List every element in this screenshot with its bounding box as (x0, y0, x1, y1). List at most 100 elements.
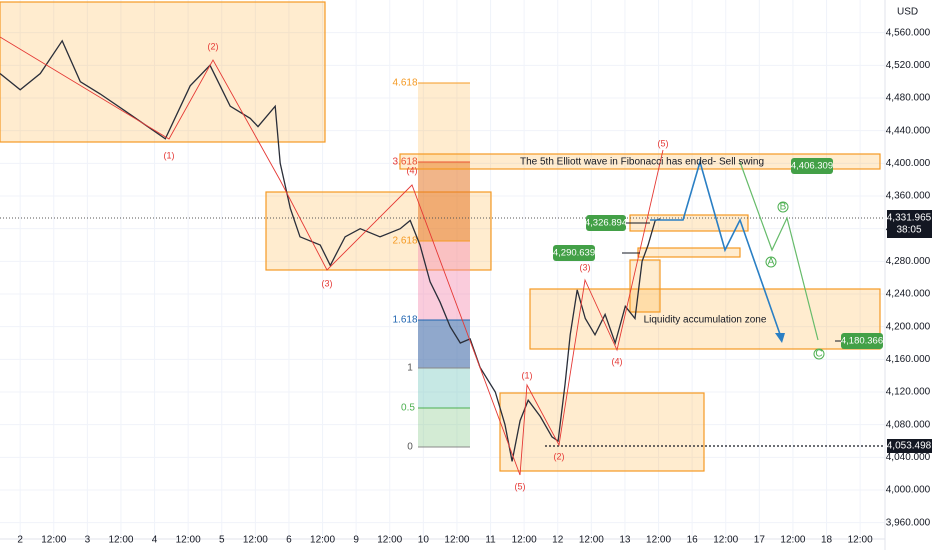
wave-label: C (815, 349, 822, 360)
x-tick-label: 11 (485, 535, 496, 546)
price-tag-label: 4,180.366 (841, 336, 883, 347)
wave-circle (777, 201, 789, 213)
y-tick-label: 4,160.000 (886, 354, 931, 365)
x-tick-label: 4 (152, 535, 158, 546)
price-tag-label: 4,290.639 (553, 248, 595, 259)
currency: USD (897, 7, 918, 18)
x-tick-label: 12:00 (646, 535, 671, 546)
y-tick-label: 4,080.000 (886, 419, 931, 430)
x-tick-label: 5 (219, 535, 225, 546)
wave-label: (3) (580, 262, 591, 272)
price-tag (791, 158, 833, 174)
x-tick-label: 6 (286, 535, 292, 546)
y-tick-label: 4,480.000 (886, 93, 931, 104)
y-tick-label: 3,960.000 (886, 517, 931, 528)
x-tick-label: 12:00 (310, 535, 335, 546)
fib-zone (418, 241, 470, 320)
price-line (0, 39, 661, 462)
y-tick-label: 4,120.000 (886, 387, 931, 398)
annotation: The 5th Elliott wave in Fibonacci has en… (520, 157, 764, 168)
fib-zone (418, 368, 470, 408)
wave-label: B (780, 202, 787, 213)
zone (529, 288, 881, 350)
x-tick-label: 12 (552, 535, 564, 546)
fib-label: 0 (407, 442, 413, 453)
x-tick-label: 16 (687, 535, 699, 546)
x-tick-label: 12:00 (108, 535, 133, 546)
wave-label: (3) (322, 278, 333, 288)
y-tick-label: 4,440.000 (886, 125, 931, 136)
fib-zone (418, 320, 470, 368)
x-tick-label: 12:00 (713, 535, 738, 546)
x-tick-label: 12:00 (512, 535, 537, 546)
y-tick-label: 4,400.000 (886, 158, 931, 169)
wave-label: (5) (658, 138, 669, 148)
x-tick-label: 12:00 (377, 535, 402, 546)
y-tick-label: 4,240.000 (886, 289, 931, 300)
fib-zone (418, 408, 470, 447)
x-tick-label: 12:00 (579, 535, 604, 546)
wave-label: (2) (554, 451, 565, 461)
x-tick-label: 12:00 (848, 535, 873, 546)
x-tick-label: 10 (418, 535, 430, 546)
y-tick-label: 4,200.000 (886, 321, 931, 332)
level-label: 4,053.498 (887, 441, 932, 452)
wave-circle (813, 348, 825, 360)
wave-label: (4) (407, 165, 418, 175)
price-layer (0, 39, 661, 462)
y-tick-label: 4,520.000 (886, 60, 931, 71)
wave-label: (1) (164, 150, 175, 160)
y-tick-label: 4,280.000 (886, 256, 931, 267)
zone (499, 392, 705, 472)
wave-label: A (768, 257, 775, 268)
fib-label: 0.5 (401, 403, 415, 414)
arrow-head (775, 333, 785, 343)
x-tick-label: 18 (821, 535, 833, 546)
y-tick-label: 4,000.000 (886, 485, 931, 496)
current-price: 4,331.965 (887, 213, 932, 224)
wave-label: (2) (208, 41, 219, 51)
fib-label: 4.618 (392, 78, 417, 89)
projection-path (650, 159, 783, 341)
fib-label: 1 (407, 363, 413, 374)
wave-label: (1) (522, 370, 533, 380)
x-tick-label: 3 (85, 535, 91, 546)
countdown: 38:05 (896, 225, 921, 236)
wave-path (0, 36, 664, 476)
x-tick-label: 12:00 (444, 535, 469, 546)
fib-label: 3.618 (392, 157, 417, 168)
x-tick-label: 2 (17, 535, 23, 546)
zone (0, 1, 326, 143)
price-tag (553, 245, 595, 261)
fib-lines (418, 82, 470, 448)
price-tag-label: 4,326.894 (585, 218, 627, 229)
y-tick-label: 4,560.000 (886, 27, 931, 38)
y-tick-label: 4,040.000 (886, 452, 931, 463)
x-tick-label: 9 (353, 535, 359, 546)
fib-label: 2.618 (392, 236, 417, 247)
price-tag-label: 4,406.309 (791, 161, 833, 172)
wave-circle (765, 256, 777, 268)
level-box (887, 439, 932, 453)
annotation: Liquidity accumulation zone (644, 315, 767, 326)
fib-label: 1.618 (392, 315, 417, 326)
x-tick-label: 12:00 (176, 535, 201, 546)
price-tag (586, 215, 626, 231)
x-tick-label: 12:00 (41, 535, 66, 546)
current-price-box (887, 210, 932, 238)
wave-label: (5) (515, 481, 526, 491)
wave-label: (4) (612, 356, 623, 366)
x-tick-label: 17 (754, 535, 766, 546)
x-tick-label: 12:00 (243, 535, 268, 546)
zone (399, 153, 881, 170)
fib-zone (418, 83, 470, 162)
x-tick-label: 13 (619, 535, 631, 546)
fib-zone (418, 162, 470, 241)
price-tag (841, 333, 883, 349)
y-tick-label: 4,360.000 (886, 191, 931, 202)
projection-path (739, 161, 819, 341)
x-tick-label: 12:00 (780, 535, 805, 546)
zone (629, 259, 661, 313)
